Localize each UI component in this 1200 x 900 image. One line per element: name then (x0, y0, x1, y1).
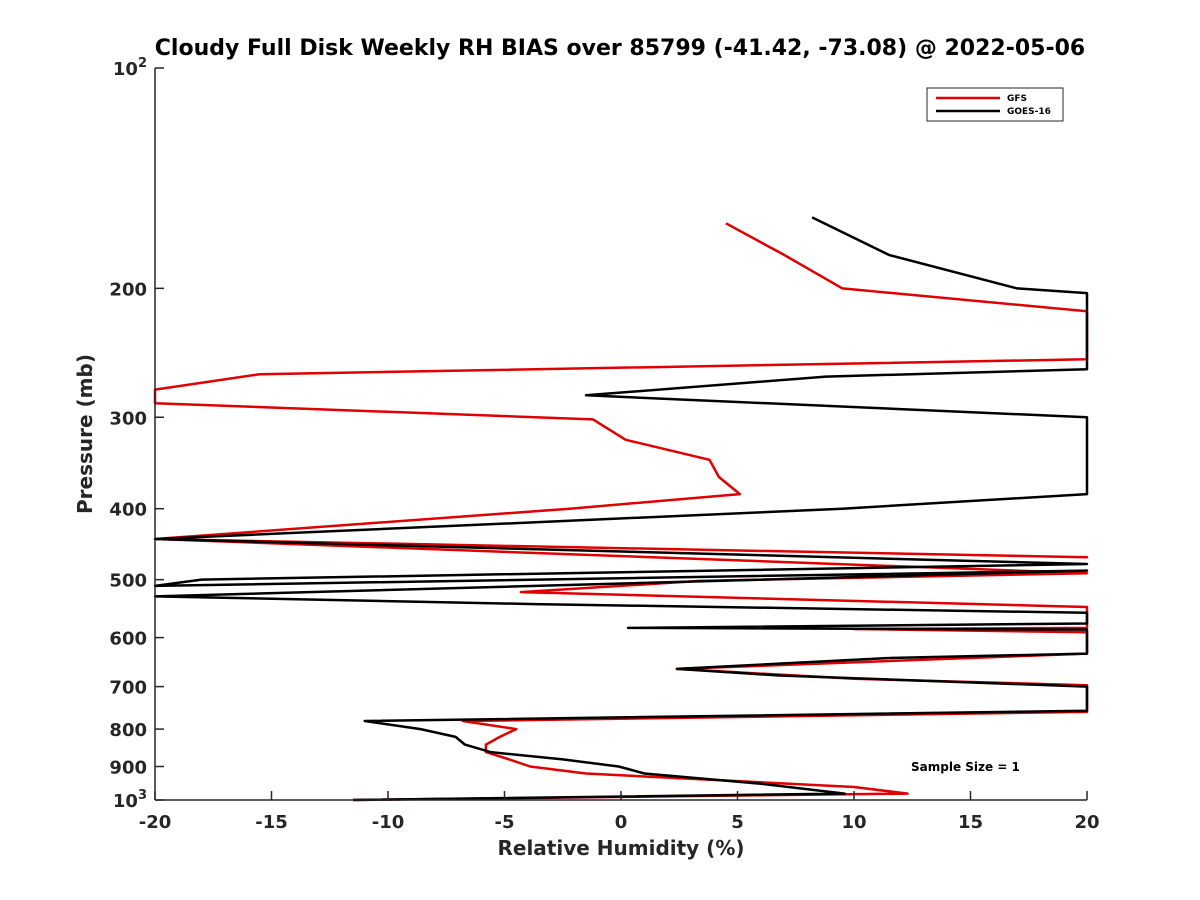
y-tick-label: 200 (109, 279, 147, 300)
chart-title: Cloudy Full Disk Weekly RH BIAS over 857… (155, 36, 1085, 61)
x-tick-label: -5 (495, 812, 515, 833)
x-tick-label: -20 (139, 812, 172, 833)
y-tick-label: 800 (109, 720, 147, 741)
series-lines (153, 216, 1089, 802)
x-tick-label: 5 (731, 812, 744, 833)
series-line-goes16 (153, 216, 1089, 802)
y-tick-label: 300 (109, 408, 147, 429)
y-tick-label: 900 (109, 758, 147, 779)
x-tick-label: 10 (841, 812, 866, 833)
y-axis-ticks: 102 200 300 400 500 600 700 800 900 103 (109, 56, 164, 812)
sample-size-annotation: Sample Size = 1 (911, 760, 1020, 774)
legend-box (926, 87, 1064, 122)
x-tick-label: -15 (255, 812, 288, 833)
y-tick-label: 400 (109, 500, 147, 521)
y-tick-label: 700 (109, 678, 147, 699)
y-tick-label: 103 (113, 788, 147, 812)
x-axis-label: Relative Humidity (%) (497, 836, 744, 860)
y-tick-label: 500 (109, 571, 147, 592)
y-tick-label: 102 (113, 56, 147, 80)
x-axis-ticks: -20 -15 -10 -5 0 5 10 15 20 (139, 791, 1100, 833)
x-tick-label: 20 (1074, 812, 1099, 833)
x-tick-label: 15 (958, 812, 983, 833)
y-tick-label: 600 (109, 629, 147, 650)
legend: GFS GOES-16 (926, 87, 1064, 122)
x-tick-label: -10 (372, 812, 405, 833)
y-axis-label: Pressure (mb) (73, 354, 97, 514)
legend-label-gfs: GFS (1007, 94, 1027, 104)
legend-label-goes16: GOES-16 (1007, 107, 1051, 117)
x-tick-label: 0 (615, 812, 628, 833)
